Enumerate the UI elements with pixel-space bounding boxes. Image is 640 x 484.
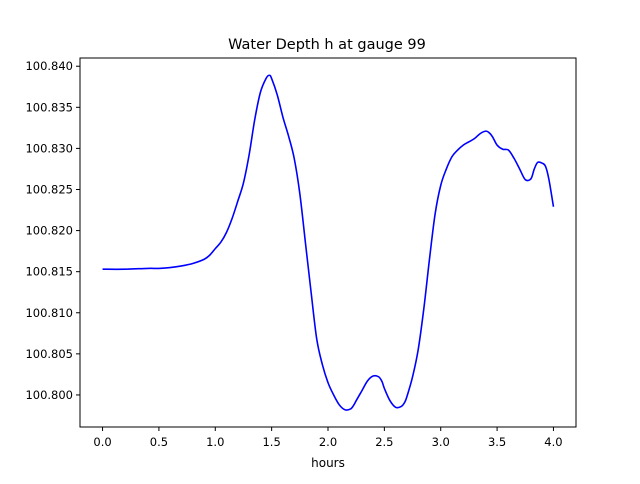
x-tick-label: 0.0	[93, 435, 111, 449]
series-line	[102, 74, 555, 411]
y-tick-label: 100.815	[25, 265, 73, 279]
x-tick-label: 3.5	[488, 435, 506, 449]
x-tick-label: 0.5	[150, 435, 168, 449]
x-axis-label: hours	[311, 456, 345, 470]
y-tick-label: 100.830	[25, 141, 73, 155]
y-tick-label: 100.800	[25, 388, 73, 402]
series-layer	[102, 74, 555, 411]
x-tick-label: 1.5	[262, 435, 280, 449]
x-tick-label: 2.0	[319, 435, 337, 449]
x-axis: 0.0 0.5 1.0 1.5 2.0 2.5 3.0 3.5 4.0	[93, 427, 563, 449]
x-tick-label: 3.0	[432, 435, 450, 449]
x-tick-label: 2.5	[375, 435, 393, 449]
y-axis: 100.800 100.805 100.810 100.815 100.820 100.8…	[25, 59, 80, 402]
y-tick-label: 100.840	[25, 59, 73, 73]
chart-title: Water Depth h at gauge 99	[228, 37, 426, 53]
y-tick-label: 100.820	[25, 224, 73, 238]
y-tick-label: 100.825	[25, 182, 73, 196]
x-tick-label: 4.0	[544, 435, 562, 449]
y-tick-label: 100.810	[25, 306, 73, 320]
x-tick-label: 1.0	[206, 435, 224, 449]
y-tick-label: 100.835	[25, 100, 73, 114]
y-tick-label: 100.805	[25, 347, 73, 361]
plot-frame	[79, 57, 577, 428]
